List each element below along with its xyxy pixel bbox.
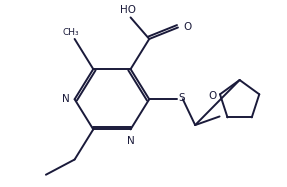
- Text: O: O: [183, 22, 191, 33]
- Text: CH₃: CH₃: [62, 28, 79, 37]
- Text: O: O: [209, 91, 217, 101]
- Text: N: N: [62, 94, 69, 104]
- Text: N: N: [127, 136, 135, 146]
- Text: S: S: [179, 93, 185, 103]
- Text: HO: HO: [120, 4, 136, 15]
